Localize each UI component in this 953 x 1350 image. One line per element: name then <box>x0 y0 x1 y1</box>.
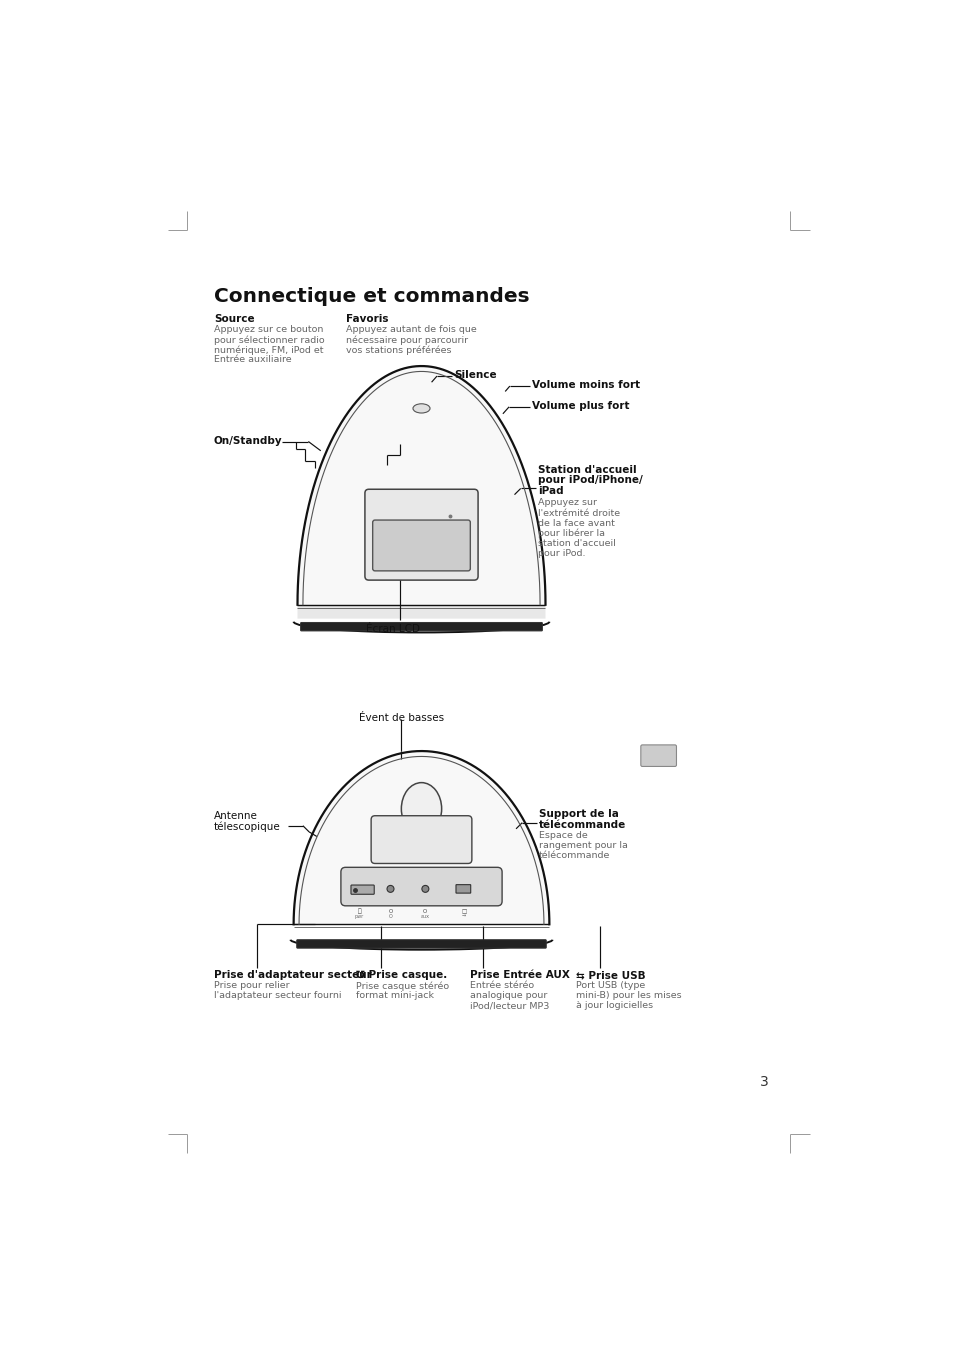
Text: numérique, FM, iPod et: numérique, FM, iPod et <box>213 346 323 355</box>
Text: Écran LCD: Écran LCD <box>365 624 419 634</box>
FancyBboxPatch shape <box>365 489 477 580</box>
Text: Prise d'adaptateur secteur: Prise d'adaptateur secteur <box>213 971 371 980</box>
Text: Appuyez sur: Appuyez sur <box>537 498 597 508</box>
Text: Silence: Silence <box>454 370 497 379</box>
FancyBboxPatch shape <box>340 867 501 906</box>
FancyBboxPatch shape <box>300 622 542 630</box>
FancyBboxPatch shape <box>351 886 374 894</box>
Text: pour iPod/iPhone/: pour iPod/iPhone/ <box>537 475 641 486</box>
Text: Appuyez autant de fois que: Appuyez autant de fois que <box>345 325 476 335</box>
Text: Antenne: Antenne <box>213 811 257 821</box>
FancyBboxPatch shape <box>296 940 546 948</box>
FancyBboxPatch shape <box>371 815 472 864</box>
Text: Évent de basses: Évent de basses <box>359 713 444 722</box>
Text: pwr: pwr <box>355 914 364 918</box>
Polygon shape <box>294 751 549 925</box>
Text: format mini-jack: format mini-jack <box>355 991 434 1000</box>
Text: Appuyez sur ce bouton: Appuyez sur ce bouton <box>213 325 323 335</box>
Text: station d'accueil: station d'accueil <box>537 539 615 548</box>
Text: Connectique et commandes: Connectique et commandes <box>213 286 529 305</box>
Text: iPad: iPad <box>537 486 563 497</box>
Text: mini-B) pour les mises: mini-B) pour les mises <box>576 991 681 1000</box>
Text: Entrée stéréo: Entrée stéréo <box>469 981 533 991</box>
Text: pour sélectionner radio: pour sélectionner radio <box>213 335 324 344</box>
Text: l'adaptateur secteur fourni: l'adaptateur secteur fourni <box>213 991 341 1000</box>
Text: →: → <box>461 914 466 918</box>
Text: l'extrémité droite: l'extrémité droite <box>537 509 619 517</box>
Ellipse shape <box>401 783 441 836</box>
Text: Favoris: Favoris <box>345 315 388 324</box>
Text: Entrée auxiliaire: Entrée auxiliaire <box>213 355 291 364</box>
Text: pour iPod.: pour iPod. <box>537 548 584 558</box>
Text: Support de la: Support de la <box>537 809 618 819</box>
Text: télescopique: télescopique <box>213 821 280 832</box>
Text: Port USB (type: Port USB (type <box>576 981 645 991</box>
Text: Volume plus fort: Volume plus fort <box>531 401 628 410</box>
Ellipse shape <box>387 886 394 892</box>
Text: Prise casque stéréo: Prise casque stéréo <box>355 981 448 991</box>
Text: Volume moins fort: Volume moins fort <box>531 379 639 390</box>
Text: O: O <box>388 914 392 918</box>
Text: O: O <box>423 909 427 914</box>
Text: à jour logicielles: à jour logicielles <box>576 1002 653 1010</box>
Text: de la face avant: de la face avant <box>537 518 614 528</box>
Polygon shape <box>297 366 545 605</box>
Text: Station d'accueil: Station d'accueil <box>537 464 636 475</box>
Text: Prise Entrée AUX: Prise Entrée AUX <box>469 971 569 980</box>
Text: On/Standby: On/Standby <box>213 436 282 446</box>
Text: télécommande: télécommande <box>537 819 625 830</box>
Text: 3: 3 <box>759 1075 767 1089</box>
FancyBboxPatch shape <box>640 745 676 767</box>
Ellipse shape <box>413 404 430 413</box>
Text: Source: Source <box>213 315 254 324</box>
Text: ℧ Prise casque.: ℧ Prise casque. <box>355 971 446 980</box>
FancyBboxPatch shape <box>456 884 470 894</box>
Text: FR: FR <box>650 749 666 759</box>
Text: □: □ <box>461 909 466 914</box>
Text: aux: aux <box>420 914 430 918</box>
Text: pour libérer la: pour libérer la <box>537 528 604 539</box>
FancyBboxPatch shape <box>297 605 545 618</box>
Text: Prise pour relier: Prise pour relier <box>213 981 289 991</box>
Text: ⇆ Prise USB: ⇆ Prise USB <box>576 971 645 980</box>
Text: Espace de: Espace de <box>537 832 587 840</box>
Text: PURE: PURE <box>402 508 439 521</box>
Text: rangement pour la: rangement pour la <box>537 841 627 850</box>
FancyBboxPatch shape <box>373 520 470 571</box>
Text: ⏻: ⏻ <box>357 909 361 914</box>
Text: vos stations préférées: vos stations préférées <box>345 346 451 355</box>
Text: nécessaire pour parcourir: nécessaire pour parcourir <box>345 335 467 344</box>
Text: analogique pour: analogique pour <box>469 991 546 1000</box>
Text: O: O <box>388 909 393 914</box>
Text: télécommande: télécommande <box>537 850 609 860</box>
Text: iPod/lecteur MP3: iPod/lecteur MP3 <box>469 1002 548 1010</box>
Text: Contour 100Di: Contour 100Di <box>394 837 449 845</box>
Ellipse shape <box>421 886 429 892</box>
